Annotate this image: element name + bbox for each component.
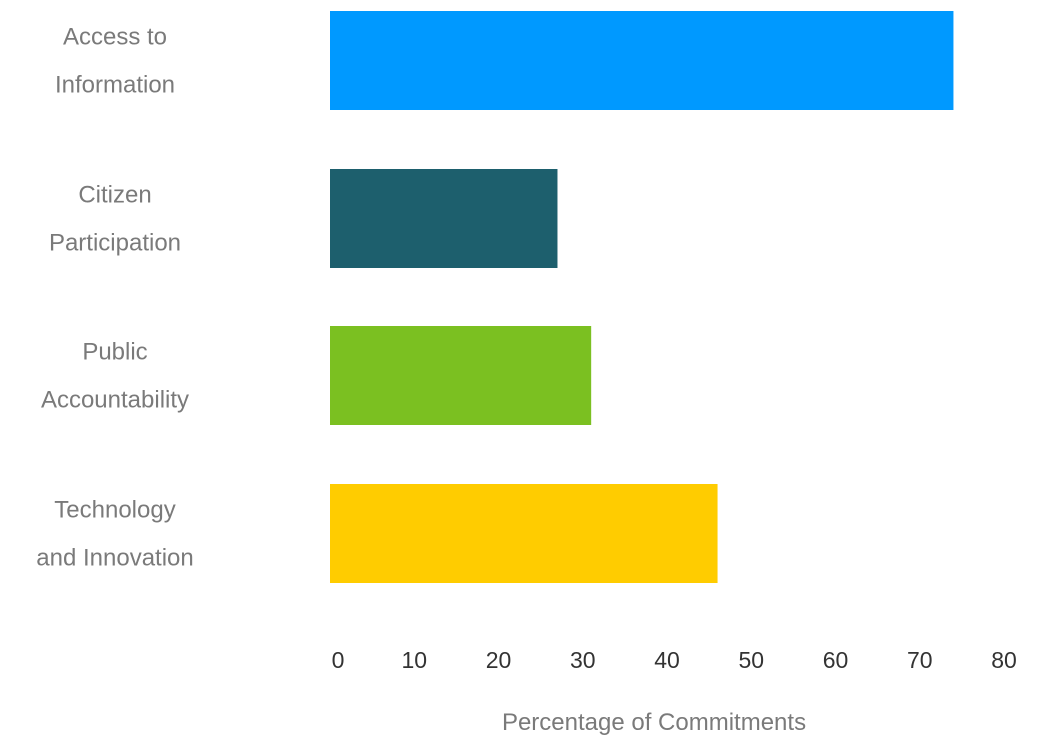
x-tick-label: 70	[907, 647, 933, 673]
bar-0	[330, 11, 954, 110]
x-axis-ticks: 0 10 20 30 40 50 60 70 80	[332, 647, 1017, 673]
category-label-1: Citizen Participation	[49, 182, 181, 257]
x-tick-label: 40	[654, 647, 680, 673]
x-tick-label: 0	[332, 647, 345, 673]
x-tick-label: 60	[823, 647, 849, 673]
x-tick-label: 80	[991, 647, 1017, 673]
category-label-line: Information	[55, 72, 175, 99]
x-tick-label: 20	[486, 647, 512, 673]
category-label-line: Public	[82, 339, 147, 366]
x-axis-title: Percentage of Commitments	[502, 709, 806, 736]
x-tick-label: 50	[738, 647, 764, 673]
bars-group	[330, 11, 954, 583]
bar-2	[330, 326, 592, 425]
bar-3	[330, 484, 718, 583]
category-label-line: Accountability	[41, 387, 189, 414]
category-label-line: Access to	[63, 24, 167, 51]
bar-1	[330, 169, 558, 268]
category-label-3: Technology and Innovation	[36, 497, 193, 572]
category-label-0: Access to Information	[55, 24, 175, 99]
category-label-line: Participation	[49, 230, 181, 257]
category-label-line: Technology	[54, 497, 175, 524]
category-labels: Access to Information Citizen Participation…	[36, 24, 193, 572]
category-label-line: and Innovation	[36, 545, 193, 572]
category-label-2: Public Accountability	[41, 339, 189, 414]
category-label-line: Citizen	[78, 182, 151, 209]
x-tick-label: 30	[570, 647, 596, 673]
x-tick-label: 10	[401, 647, 427, 673]
